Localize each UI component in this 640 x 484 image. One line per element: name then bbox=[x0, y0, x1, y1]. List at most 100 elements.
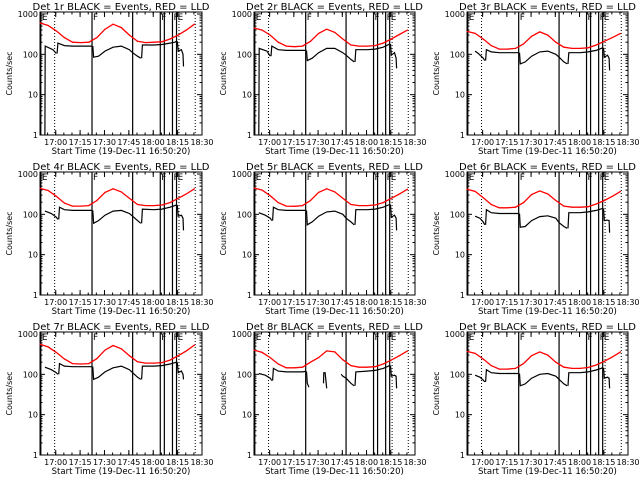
lld-point bbox=[39, 22, 41, 24]
panel-title: Det 6r BLACK = Events, RED = LLD bbox=[459, 162, 636, 173]
lld-point bbox=[177, 34, 179, 36]
lld-point bbox=[334, 31, 336, 33]
panel-6: Det 6r BLACK = Events, RED = LLD 1 10 100 10… bbox=[432, 162, 640, 317]
lld-point bbox=[96, 36, 98, 39]
y-tick-label: 10 bbox=[28, 91, 38, 100]
x-tick-label: 17:45 bbox=[544, 138, 567, 147]
y-tick-label: 10 bbox=[455, 251, 465, 260]
lld-point bbox=[112, 23, 114, 25]
y-tick-label: 10 bbox=[28, 251, 38, 260]
lld-point bbox=[506, 368, 508, 370]
x-tick-label: 18:30 bbox=[190, 298, 213, 307]
lld-point bbox=[350, 44, 352, 46]
lld-point bbox=[269, 356, 271, 359]
y-tick-label: 1 bbox=[247, 291, 252, 300]
lld-point bbox=[547, 354, 549, 356]
flag-label: E bbox=[256, 13, 262, 23]
lld-point bbox=[506, 207, 508, 209]
y-tick-label: 1 bbox=[247, 131, 252, 140]
y-tick-label: 100 bbox=[450, 210, 465, 219]
flag-label: E bbox=[469, 13, 475, 23]
events-line bbox=[518, 50, 568, 65]
x-tick-label: 17:45 bbox=[117, 298, 140, 307]
lld-point bbox=[193, 344, 196, 346]
lld-point bbox=[269, 34, 271, 36]
lld-point bbox=[96, 199, 98, 202]
events-line bbox=[305, 47, 355, 63]
events-line bbox=[92, 209, 142, 225]
y-tick-label: 10 bbox=[455, 411, 465, 420]
flag-label: E bbox=[42, 333, 48, 343]
lld-point bbox=[482, 38, 484, 40]
lld-point bbox=[293, 46, 295, 48]
x-tick-label: 17:00 bbox=[471, 298, 494, 307]
lld-point bbox=[466, 188, 468, 190]
x-axis-label: Start Time (19-Dec-11 16:50:20) bbox=[265, 467, 404, 477]
lld-point bbox=[309, 199, 312, 202]
lld-point bbox=[555, 41, 557, 43]
x-tick-label: 17:00 bbox=[44, 458, 67, 467]
y-axis-label: Counts/sec bbox=[432, 211, 441, 255]
events-line bbox=[92, 365, 142, 381]
lld-point bbox=[136, 40, 139, 42]
events-line bbox=[272, 367, 306, 381]
lld-point bbox=[153, 362, 155, 364]
y-tick-label: 1000 bbox=[232, 330, 252, 339]
lld-point bbox=[358, 45, 360, 47]
lld-point bbox=[145, 362, 147, 364]
x-tick-label: 18:15 bbox=[166, 138, 189, 147]
lld-point bbox=[318, 356, 320, 359]
panel-title: Det 8r BLACK = Events, RED = LLD bbox=[246, 322, 423, 333]
lld-point bbox=[555, 361, 557, 363]
lld-line bbox=[466, 188, 621, 209]
flag-label: E bbox=[604, 333, 610, 343]
lld-point bbox=[334, 351, 336, 353]
lld-point bbox=[506, 48, 508, 50]
lld-point bbox=[482, 358, 484, 360]
lld-point bbox=[169, 359, 171, 361]
events-line bbox=[176, 41, 185, 67]
events-line bbox=[389, 365, 398, 389]
events-line bbox=[141, 204, 177, 224]
flag-label: E bbox=[42, 173, 48, 183]
lld-point bbox=[88, 41, 90, 43]
flag-label: E bbox=[256, 173, 262, 183]
x-tick-label: 18:15 bbox=[379, 298, 402, 307]
y-axis-label: Counts/sec bbox=[219, 211, 228, 255]
lld-point bbox=[611, 36, 613, 39]
x-tick-label: 18:15 bbox=[592, 458, 615, 467]
lld-line bbox=[253, 27, 408, 48]
panel-4: Det 4r BLACK = Events, RED = LLD 1 10 100 10… bbox=[5, 162, 214, 317]
panel-title: Det 7r BLACK = Events, RED = LLD bbox=[33, 322, 210, 333]
lld-point bbox=[482, 196, 484, 199]
lld-point bbox=[128, 197, 130, 199]
x-tick-label: 18:00 bbox=[568, 298, 591, 307]
events-line bbox=[322, 372, 328, 389]
events-line bbox=[602, 208, 611, 233]
x-tick-label: 17:15 bbox=[69, 138, 92, 147]
x-tick-label: 17:00 bbox=[44, 298, 67, 307]
lld-point bbox=[104, 191, 106, 193]
flag-label: F bbox=[93, 13, 98, 23]
lld-point bbox=[374, 366, 376, 368]
x-tick-label: 18:30 bbox=[190, 458, 213, 467]
lld-point bbox=[185, 350, 187, 352]
lld-point bbox=[611, 356, 613, 358]
lld-point bbox=[466, 30, 468, 33]
y-tick-label: 1000 bbox=[445, 330, 465, 339]
x-tick-label: 17:30 bbox=[520, 458, 543, 467]
lld-point bbox=[398, 193, 400, 195]
lld-point bbox=[531, 355, 533, 357]
lld-line bbox=[466, 350, 621, 370]
lld-point bbox=[145, 204, 147, 207]
x-tick-label: 17:00 bbox=[471, 458, 494, 467]
x-tick-label: 18:00 bbox=[355, 138, 378, 147]
flag-label: E bbox=[178, 173, 184, 183]
flag-label: F bbox=[307, 13, 312, 23]
panel-7: Det 7r BLACK = Events, RED = LLD 1 10 100 10… bbox=[5, 322, 214, 477]
lld-point bbox=[185, 29, 187, 31]
lld-point bbox=[522, 362, 525, 365]
lld-point bbox=[374, 204, 376, 206]
lld-point bbox=[514, 47, 517, 50]
lld-point bbox=[390, 197, 392, 199]
